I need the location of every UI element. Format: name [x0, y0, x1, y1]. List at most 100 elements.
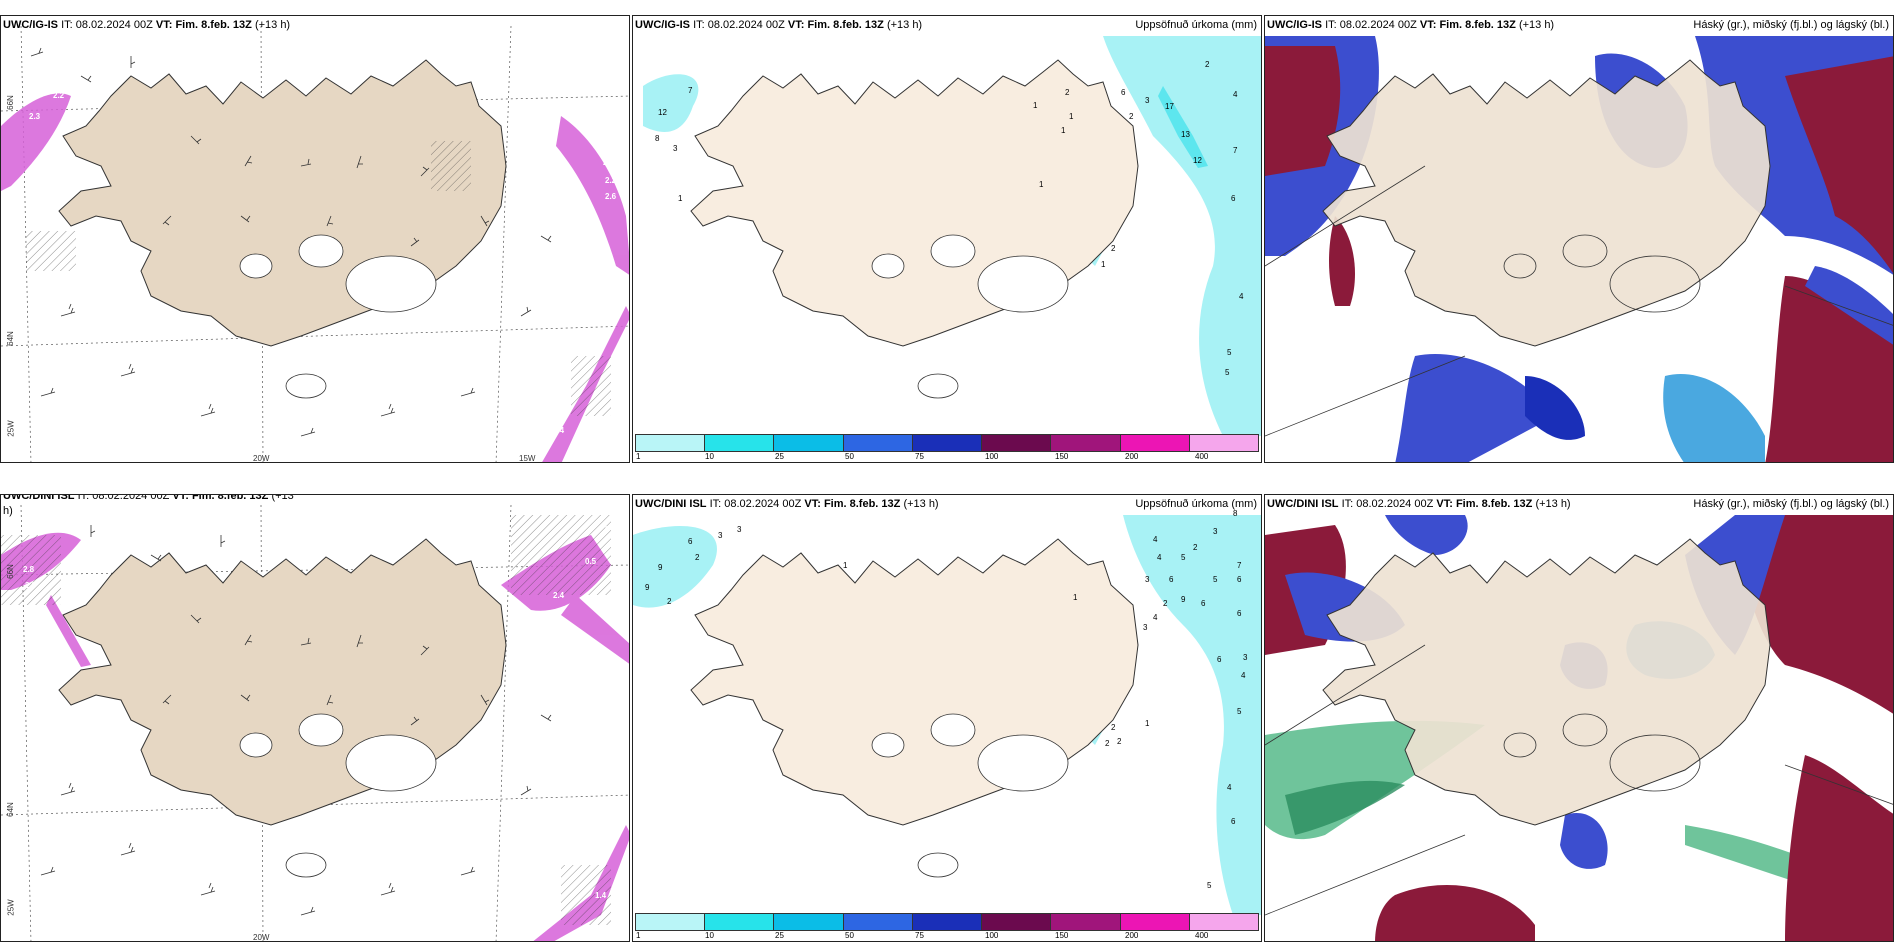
wind-map	[1, 495, 629, 941]
vt-value: Fim. 8.feb. 13Z	[823, 498, 901, 510]
snow-band-east	[542, 116, 629, 462]
it-label: IT:	[61, 19, 73, 31]
panel-right-title: Háský (gr.), miðský (fj.bl.) og lágský (…	[1693, 498, 1889, 510]
precip-value: 3	[718, 531, 723, 540]
precip-value: 1	[1061, 126, 1066, 135]
precip-value: 9	[645, 583, 650, 592]
precip-colorbar	[635, 913, 1259, 931]
glaciers	[871, 713, 1069, 878]
model-name: UWC/IG-IS	[1267, 19, 1322, 31]
precip-value: 5	[1237, 707, 1242, 716]
precip-value: 5	[1207, 881, 1212, 890]
value-label: 2.8	[25, 581, 37, 590]
it-value: 08.02.2024 00Z	[724, 498, 802, 510]
model-name: UWC/IG-IS	[3, 19, 58, 31]
axis-label-66n: 66N	[5, 564, 15, 579]
precip-value: 1	[678, 194, 683, 203]
colorbar-swatch	[1189, 914, 1258, 930]
map-panel-precip-igis: UWC/IG-IS IT: 08.02.2024 00Z VT: Fim. 8.…	[632, 15, 1262, 463]
it-label: IT:	[77, 494, 90, 502]
vt-value: Fim. 8.feb. 13Z	[1439, 19, 1516, 31]
precip-value: 2	[695, 553, 700, 562]
panel-header: UWC/DINI ISL IT: 08.02.2024 00Z VT: Fim.…	[3, 494, 294, 502]
snow-band-west	[1, 93, 71, 191]
precip-value: 12	[658, 108, 667, 117]
precip-value: 17	[1165, 102, 1174, 111]
vt-label: VT:	[1419, 19, 1437, 31]
precip-value: 7	[1237, 561, 1242, 570]
colorbar-swatch	[636, 914, 706, 930]
vt-value: Fim. 8.feb. 13Z	[191, 494, 269, 502]
colorbar-swatch	[705, 914, 775, 930]
precip-value: 3	[1143, 623, 1148, 632]
axis-label-15w: 15W	[519, 454, 536, 463]
vt-value: Fim. 8.feb. 13Z	[1455, 498, 1533, 510]
lead-time: (+13 h)	[886, 19, 923, 31]
map-panel-wind-igis: UWC/IG-IS IT: 08.02.2024 00Z VT: Fim. 8.…	[0, 15, 630, 463]
value-label: 2.3	[29, 112, 41, 121]
panel-header: UWC/DINI ISL IT: 08.02.2024 00Z VT: Fim.…	[1267, 498, 1571, 510]
colorbar-swatch	[982, 914, 1052, 930]
model-name: UWC/IG-IS	[635, 19, 690, 31]
cloud-layers	[1265, 36, 1893, 462]
precip-value: 2	[1105, 739, 1110, 748]
colorbar-swatch	[912, 914, 983, 930]
precip-value: 3	[1145, 575, 1150, 584]
wind-barbs	[30, 47, 552, 437]
vt-label: VT:	[787, 19, 805, 31]
precip-value: 7	[1233, 146, 1238, 155]
colorbar-tick: 100	[985, 452, 999, 461]
precip-value: 6	[1169, 575, 1174, 584]
precip-value: 6	[1237, 575, 1242, 584]
colorbar-tick: 1	[636, 931, 641, 940]
value-label: 1.4	[595, 891, 607, 900]
domain-lines	[1265, 644, 1893, 916]
precip-value: 6	[1201, 599, 1206, 608]
glaciers	[1503, 234, 1701, 313]
precip-colorbar	[635, 434, 1259, 452]
precip-value: 2	[1065, 88, 1070, 97]
colorbar-swatch	[1051, 435, 1121, 451]
vt-label: VT:	[172, 494, 189, 502]
model-name: UWC/DINI ISL	[3, 494, 75, 502]
colorbar-swatch	[1051, 914, 1121, 930]
precip-value: 2	[1117, 737, 1122, 746]
colorbar-tick: 1	[636, 452, 641, 461]
map-panel-clouds-dini: UWC/DINI ISL IT: 08.02.2024 00Z VT: Fim.…	[1264, 494, 1894, 942]
precip-value: 3	[737, 525, 742, 534]
precip-value: 6	[688, 537, 693, 546]
vt-label: VT:	[804, 498, 821, 510]
colorbar-tick: 150	[1055, 452, 1069, 461]
colorbar-ticks: 1 10 25 50 75 100 150 200 400	[635, 931, 1259, 941]
wind-barbs	[40, 525, 552, 916]
domain-lines	[1265, 165, 1893, 437]
colorbar-tick: 25	[775, 931, 784, 940]
precip-map	[633, 16, 1261, 462]
value-label: 2.6	[605, 192, 617, 201]
precip-value: 4	[1241, 671, 1246, 680]
colorbar-tick: 400	[1195, 931, 1209, 940]
it-value: 08.02.2024 00Z	[1339, 19, 1417, 31]
vt-value: Fim. 8.feb. 13Z	[175, 19, 252, 31]
value-label: 1.3	[619, 116, 630, 125]
glaciers	[871, 234, 1069, 399]
lead-time: (+13 h)	[1518, 19, 1555, 31]
precip-value: 5	[1227, 348, 1232, 357]
hatched-areas	[26, 141, 611, 416]
colorbar-swatch	[1120, 435, 1190, 451]
axis-label-25w: 25W	[6, 420, 16, 437]
panel-right-title: Uppsöfnuð úrkoma (mm)	[1135, 498, 1257, 510]
precip-value: 7	[688, 86, 693, 95]
precip-map	[633, 495, 1261, 941]
precip-value: 6	[1217, 655, 1222, 664]
cloud-map	[1265, 495, 1893, 941]
precip-value: 3	[1213, 527, 1218, 536]
it-label: IT:	[1325, 19, 1337, 31]
precip-value: 2	[1111, 723, 1116, 732]
precip-value: 1	[1101, 260, 1106, 269]
model-name: UWC/DINI ISL	[635, 498, 707, 510]
colorbar-swatch	[982, 435, 1052, 451]
it-label: IT:	[1341, 498, 1354, 510]
precip-value: 6	[1231, 194, 1236, 203]
colorbar-tick: 100	[985, 931, 999, 940]
